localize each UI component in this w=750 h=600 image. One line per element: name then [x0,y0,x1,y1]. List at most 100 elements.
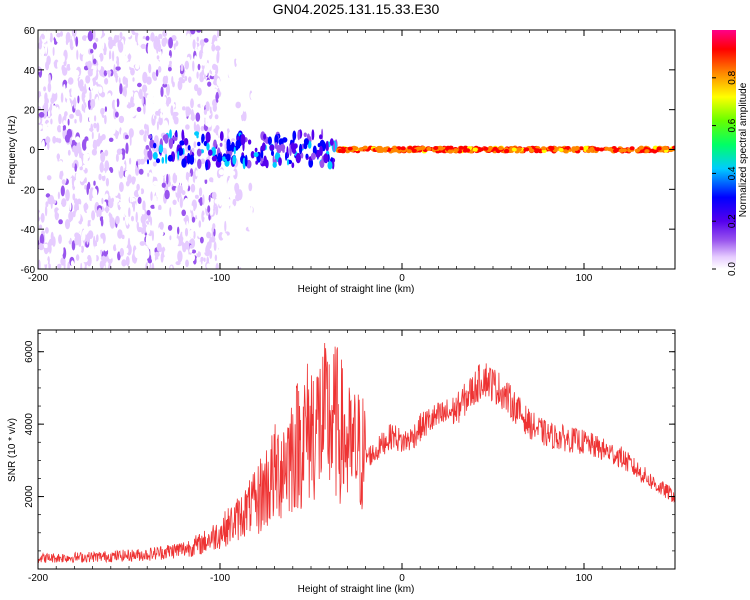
heatmap-cell [79,113,83,123]
heatmap-cell [158,204,162,211]
heatmap-cell [172,199,177,205]
heatmap-cell [127,54,132,60]
heatmap-cell [87,146,91,153]
heatmap-cell [38,138,42,150]
heatmap-cell [174,132,178,137]
heatmap-cell [239,44,245,55]
heatmap-cell [358,147,364,152]
heatmap-cell [45,227,49,234]
heatmap-cell [76,86,80,98]
heatmap-cell [171,230,175,239]
heatmap-cell [64,134,71,143]
heatmap-cell [333,141,335,152]
heatmap-cell [251,198,254,205]
heatmap-cell [216,52,220,64]
heatmap-cell [155,158,161,164]
heatmap-cell [150,191,153,201]
heatmap-cell [203,169,208,180]
heatmap-cell [80,245,84,253]
heatmap-cell [291,162,295,169]
heatmap-cell [71,162,75,169]
heatmap-cell [119,31,123,39]
heatmap-cell [192,75,195,88]
heatmap-cell [98,173,102,181]
heatmap-cell [638,145,645,150]
heatmap-cell [84,83,87,93]
heatmap-cell [98,86,103,94]
heatmap-cell [155,141,159,152]
heatmap-cell [91,131,94,140]
heatmap-cell [94,84,97,92]
heatmap-cell [187,145,191,151]
heatmap-cell [235,193,241,202]
heatmap-cell [77,95,80,104]
heatmap-cell [141,209,145,215]
heatmap-cell [190,183,196,193]
heatmap-cell [197,141,201,147]
heatmap-cell [63,84,66,94]
heatmap-cell [47,82,52,93]
heatmap-cell [153,76,158,81]
heatmap-cell [243,77,248,84]
heatmap-cell [115,208,119,214]
heatmap-cell [84,177,87,184]
heatmap-cell [231,121,234,128]
heatmap-cell [668,148,674,153]
heatmap-cell [250,30,255,36]
heatmap-cell [83,216,88,228]
heatmap-cell [159,229,164,237]
heatmap-cell [60,185,65,197]
heatmap-cell [92,142,97,149]
heatmap-cell [64,219,71,230]
heatmap-cell [202,194,205,205]
heatmap-cell [85,106,89,116]
heatmap-cell [129,157,132,165]
heatmap-cell [81,91,86,103]
heatmap-cell [125,217,129,226]
heatmap-cell [260,149,264,159]
heatmap-cell [82,153,88,165]
heatmap-cell [148,242,153,250]
heatmap-cell [196,148,202,157]
heatmap-cell [183,217,188,222]
heatmap-cell [140,43,147,50]
heatmap-cell [279,143,286,151]
heatmap-cell [224,220,227,232]
heatmap-cell [188,76,192,83]
heatmap-cell [89,90,92,101]
heatmap-cell [152,152,158,160]
heatmap-cell [162,96,167,104]
heatmap-cell [237,163,243,169]
heatmap-cell [131,262,135,269]
heatmap-cell [86,254,92,267]
heatmap-cell [134,165,138,173]
heatmap-cell [141,95,144,106]
heatmap-cell [129,90,134,97]
heatmap-cell [212,63,217,70]
heatmap-cell [139,50,145,58]
heatmap-cell [186,46,189,55]
heatmap-cell [57,153,60,162]
heatmap-cell [329,138,334,146]
heatmap-cell [57,191,61,200]
heatmap-cell [58,219,63,225]
heatmap-cell [483,146,489,151]
heatmap-cell [225,92,231,104]
heatmap-cell [158,144,164,154]
heatmap-cell [92,30,96,40]
heatmap-cell [124,77,128,86]
heatmap-cell [235,139,241,149]
heatmap-cell [247,205,251,215]
heatmap-cell [126,31,132,38]
y-tick-label: -60 [21,265,36,276]
heatmap-cell [170,105,174,116]
heatmap-cell [274,142,278,150]
heatmap-cell [218,169,225,176]
heatmap-cell [253,152,259,158]
heatmap-cell [170,265,173,269]
heatmap-cell [303,138,309,146]
snr-frame [37,329,676,570]
heatmap-cell [267,136,272,145]
heatmap-cell [63,120,66,126]
heatmap-cell [169,235,172,241]
